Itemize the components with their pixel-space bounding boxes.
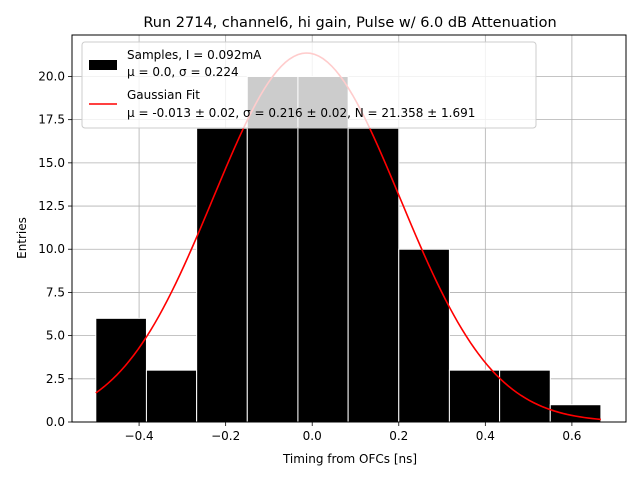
x-tick-label: −0.2 <box>211 429 240 443</box>
legend-swatch-samples <box>89 60 117 70</box>
legend-box <box>81 41 537 129</box>
y-tick-label: 10.0 <box>38 242 65 256</box>
histogram-bar <box>246 75 299 423</box>
histogram-bar <box>448 369 501 423</box>
y-tick-label: 20.0 <box>38 69 65 83</box>
legend-label-fit: Gaussian Fit <box>127 88 200 102</box>
x-tick-label: −0.4 <box>125 429 154 443</box>
y-tick-label: 0.0 <box>46 415 65 429</box>
y-axis-label: Entries <box>15 217 29 259</box>
axes-frame <box>71 34 627 423</box>
histogram-bar <box>398 248 450 423</box>
y-tick-label: 2.5 <box>46 372 65 386</box>
plot-area: −0.4 −0.2 0.0 0.2 0.4 0.6 0.0 2.5 5.0 7.5 10.0 12.5… <box>38 34 627 443</box>
y-tick-label: 7.5 <box>46 285 65 299</box>
histogram-bar <box>196 127 248 423</box>
x-tick-label: 0.0 <box>303 429 322 443</box>
legend: Samples, I = 0.092mA μ = 0.0, σ = 0.224 Ga… <box>81 41 537 129</box>
y-tick-label: 17.5 <box>38 113 65 127</box>
y-tick-label: 15.0 <box>38 156 65 170</box>
histogram-bar <box>499 369 551 423</box>
histogram-bar <box>145 369 198 423</box>
y-tick-label: 5.0 <box>46 329 65 343</box>
chart-title: Run 2714, channel6, hi gain, Pulse w/ 6.… <box>143 15 556 31</box>
legend-label-samples-stats: μ = 0.0, σ = 0.224 <box>127 65 239 79</box>
legend-label-samples: Samples, I = 0.092mA <box>127 48 262 62</box>
y-tick-label: 12.5 <box>38 199 65 213</box>
x-tick-label: 0.4 <box>476 429 495 443</box>
histogram-bar <box>347 127 400 423</box>
x-axis-label: Timing from OFCs [ns] <box>282 452 417 466</box>
x-tick-label: 0.6 <box>562 429 581 443</box>
x-tick-label: 0.2 <box>389 429 408 443</box>
legend-label-fit-stats: μ = -0.013 ± 0.02, σ = 0.216 ± 0.02, N =… <box>127 106 475 120</box>
